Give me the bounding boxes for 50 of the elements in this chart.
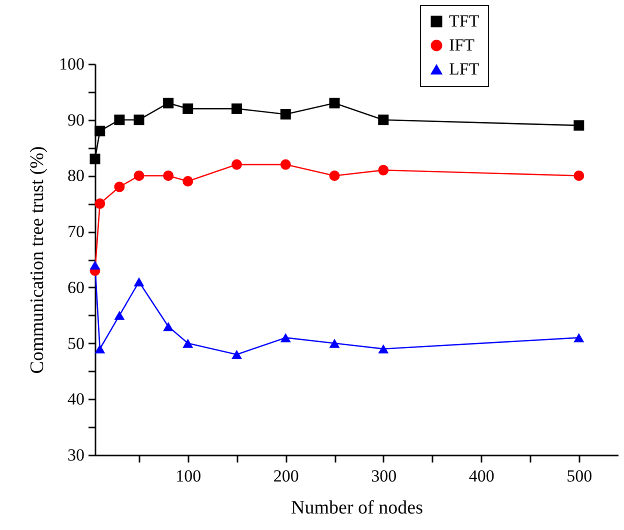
point (163, 98, 174, 108)
y-tick-label: 50 (68, 334, 84, 353)
point (232, 350, 242, 359)
point (280, 333, 291, 342)
y-tick-label: 60 (68, 278, 84, 297)
point (232, 159, 242, 170)
point (232, 103, 242, 114)
y-tick-label: 40 (68, 390, 84, 409)
point (163, 170, 174, 181)
point (114, 114, 125, 126)
point (378, 344, 389, 354)
point (574, 170, 584, 181)
y-axis-title: Communication tree trust (%) (27, 146, 48, 374)
point (329, 98, 340, 108)
legend-label: LFT (449, 60, 480, 78)
point (90, 154, 100, 164)
point (182, 338, 194, 348)
x-tick-label: 100 (176, 466, 202, 486)
legend-label: TFT (449, 12, 480, 30)
x-tick-label: 500 (566, 466, 592, 486)
point (280, 109, 291, 120)
y-tick-label: 30 (68, 446, 84, 464)
x-axis-title: Number of nodes (291, 498, 423, 518)
point (134, 170, 144, 181)
x-tick-label: 200 (273, 466, 299, 486)
point (114, 182, 125, 192)
point (94, 126, 106, 136)
x-tick-label: 400 (468, 466, 494, 486)
y-tick-label: 100 (59, 54, 84, 74)
y-tick-label: 70 (68, 222, 84, 242)
x-tick-label: 300 (371, 466, 397, 486)
point (182, 176, 194, 187)
point (94, 344, 106, 354)
y-tick-label: 80 (68, 166, 84, 186)
point (574, 120, 584, 131)
point (329, 170, 340, 181)
point (134, 114, 144, 126)
point (94, 198, 106, 209)
point (280, 159, 291, 170)
legend-label: IFT (449, 36, 476, 54)
point (182, 103, 194, 114)
point (574, 333, 584, 342)
point (329, 338, 340, 348)
point (163, 322, 174, 332)
point (378, 164, 389, 176)
point (90, 260, 100, 270)
point (378, 114, 389, 126)
point (114, 310, 125, 320)
point (134, 277, 144, 286)
y-tick-label: 90 (68, 110, 84, 130)
